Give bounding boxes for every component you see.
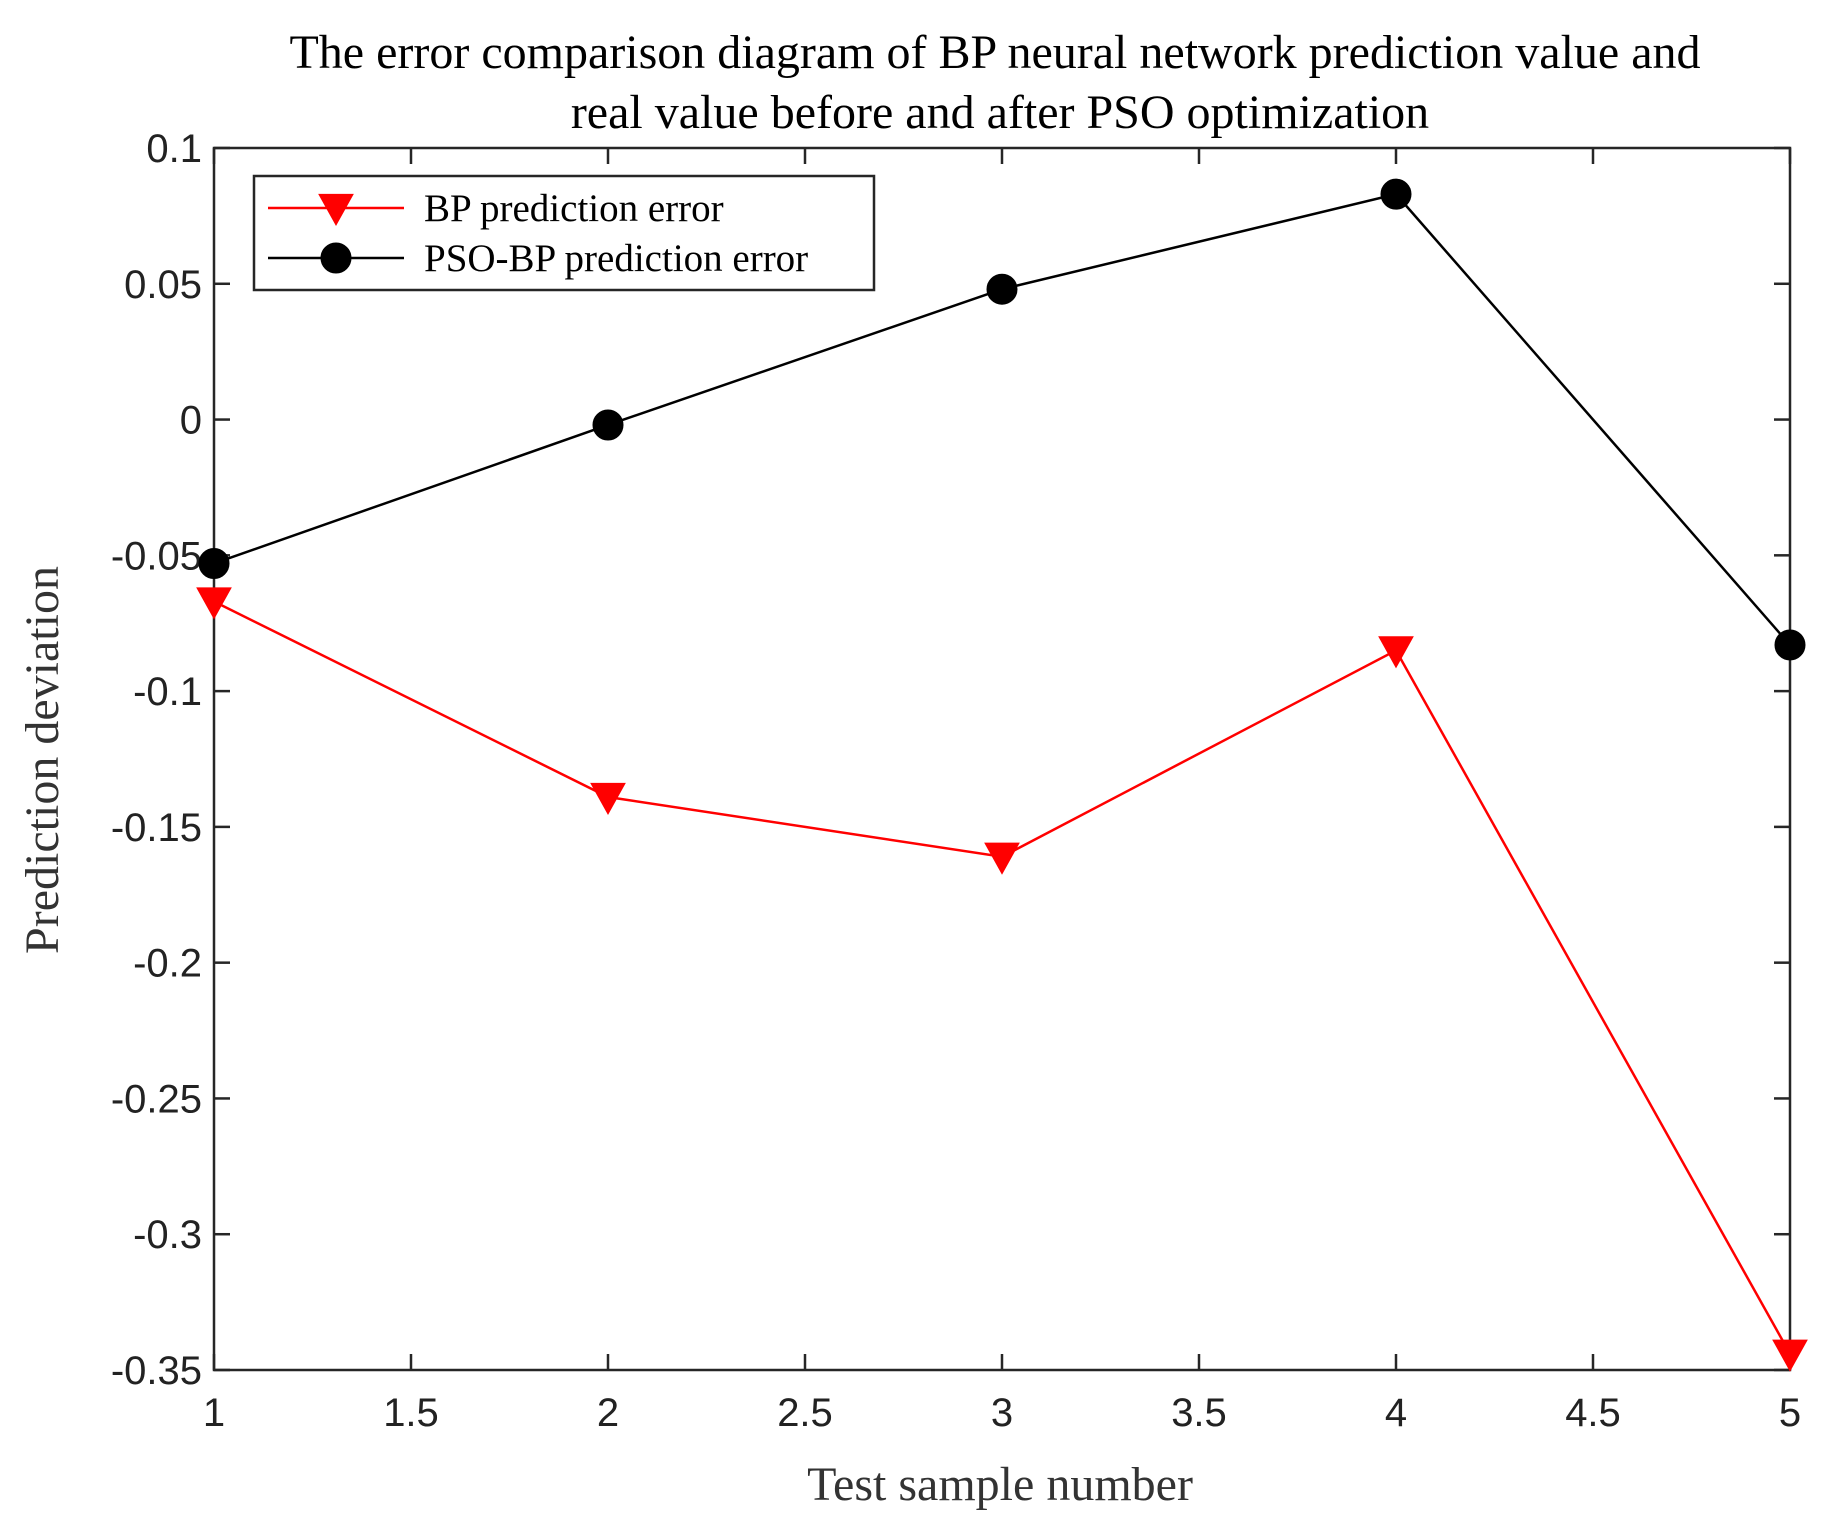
axes: 1 1.5 2 2.5 3 3.5 4 4.5 5 0.1 0.05 0 -0.05 -0.1 -0.15 -… [111,127,1801,1435]
legend-box [252,174,876,292]
legend-item: PSO-BP prediction error [268,237,808,280]
x-tick-label: 5 [1779,1391,1801,1435]
y-tick-label: 0 [180,399,202,443]
data-point [592,409,624,441]
y-tick-label: -0.25 [111,1077,202,1121]
data-point [1772,1339,1808,1372]
legend-marker [320,242,352,274]
chart-title-line-2: real value before and after PSO optimiza… [571,86,1429,139]
x-tick-label: 4.5 [1565,1391,1621,1435]
legend-label: PSO-BP prediction error [424,237,808,280]
data-point [984,842,1020,875]
x-tick-label: 2.5 [777,1391,833,1435]
y-tick-label: -0.35 [111,1349,202,1393]
data-point [986,273,1018,305]
y-tick-label: -0.2 [133,942,202,986]
x-tick-label: 1.5 [383,1391,439,1435]
x-axis-label: Test sample number [807,1458,1193,1511]
y-tick-label: 0.1 [146,127,202,171]
y-tick-label: -0.15 [111,806,202,850]
data-point [590,782,626,816]
data-point [196,587,232,620]
data-point [198,547,230,579]
chart-title-line-1: The error comparison diagram of BP neura… [289,26,1700,79]
x-tick-label: 3 [991,1391,1013,1435]
x-tick-label: 3.5 [1171,1391,1227,1435]
x-tick-label: 2 [597,1391,619,1435]
y-tick-label: -0.3 [133,1213,202,1257]
y-tick-label: -0.1 [133,670,202,714]
chart-title: The error comparison diagram of BP neura… [289,26,1700,139]
y-tick-label: -0.05 [111,534,202,578]
data-point [1380,178,1412,210]
y-tick-label: 0.05 [124,263,202,307]
legend-marker [318,193,354,227]
series [196,178,1808,1372]
legend: BP prediction error PSO-BP prediction err… [252,174,876,292]
series-pso-bp [198,178,1806,661]
y-axis-label: Prediction deviation [16,566,69,954]
plot-frame [212,146,1792,1372]
x-tick-label: 4 [1385,1391,1407,1435]
series-bp [196,587,1808,1372]
legend-label: BP prediction error [424,187,724,230]
legend-item: BP prediction error [268,187,724,230]
x-tick-label: 1 [203,1391,225,1435]
data-point [1774,629,1806,661]
series-line [213,600,1792,1355]
data-point [1378,636,1414,669]
